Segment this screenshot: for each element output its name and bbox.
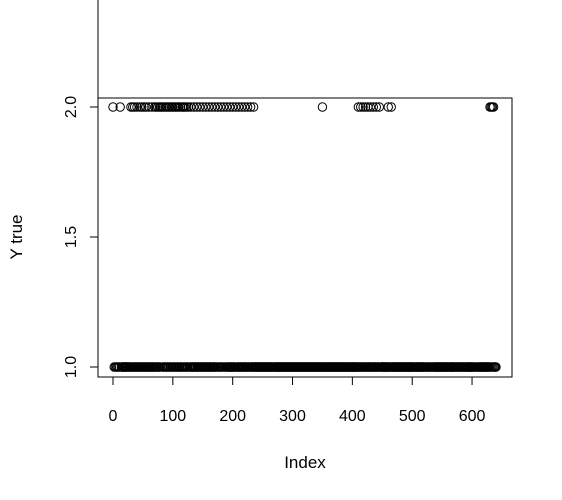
data-point <box>230 102 241 112</box>
x-tick-label: 400 <box>339 408 366 425</box>
data-point <box>137 102 147 112</box>
data-point <box>245 102 256 112</box>
data-point <box>383 102 393 112</box>
data-point <box>195 102 205 112</box>
data-point <box>129 102 140 112</box>
data-point <box>248 102 259 112</box>
data-point <box>141 102 151 112</box>
data-point <box>132 102 142 112</box>
data-point <box>317 102 328 112</box>
y-tick-label: 1.5 <box>63 226 80 248</box>
data-point <box>201 102 211 112</box>
data-point <box>233 102 244 112</box>
data-point <box>368 102 379 112</box>
y-tick-label: 1.0 <box>63 356 80 378</box>
x-axis: 0 100 200 300 400 500 600 <box>109 376 486 425</box>
data-point <box>239 102 250 112</box>
data-point <box>374 102 384 112</box>
data-point <box>358 102 368 112</box>
data-point <box>353 102 364 112</box>
data-point <box>371 102 381 112</box>
data-point <box>356 102 366 112</box>
data-point <box>186 102 196 112</box>
data-point <box>365 102 376 112</box>
x-tick-label: 500 <box>399 408 426 425</box>
data-point <box>115 102 125 112</box>
x-tick-label: 600 <box>459 408 486 425</box>
x-axis-title: Index <box>284 453 326 472</box>
data-point <box>204 102 214 112</box>
data-points <box>108 102 501 372</box>
data-point <box>386 102 396 112</box>
data-point <box>144 102 154 112</box>
y-tick-label: 2.0 <box>63 96 80 118</box>
data-point <box>147 102 157 112</box>
data-point <box>213 102 223 112</box>
data-point <box>216 102 226 112</box>
data-point <box>207 102 217 112</box>
data-point <box>189 102 199 112</box>
data-point <box>198 102 208 112</box>
x-tick-label: 300 <box>279 408 306 425</box>
data-point <box>236 102 247 112</box>
data-point <box>242 102 253 112</box>
plot-frame <box>97 97 513 378</box>
data-point <box>360 102 371 112</box>
x-tick-label: 0 <box>109 408 118 425</box>
data-point <box>219 102 229 112</box>
x-tick-label: 100 <box>159 408 186 425</box>
y-axis: 1.01.52.02.53.0 <box>63 0 99 378</box>
data-point <box>108 102 118 112</box>
data-point <box>224 102 235 112</box>
data-point <box>210 102 220 112</box>
x-tick-label: 200 <box>219 408 246 425</box>
y-axis-title: Y true <box>7 214 26 259</box>
data-point <box>488 102 499 112</box>
data-point <box>192 102 202 112</box>
data-point <box>227 102 238 112</box>
data-point <box>155 362 165 372</box>
data-point <box>221 102 232 112</box>
data-point <box>491 362 501 372</box>
